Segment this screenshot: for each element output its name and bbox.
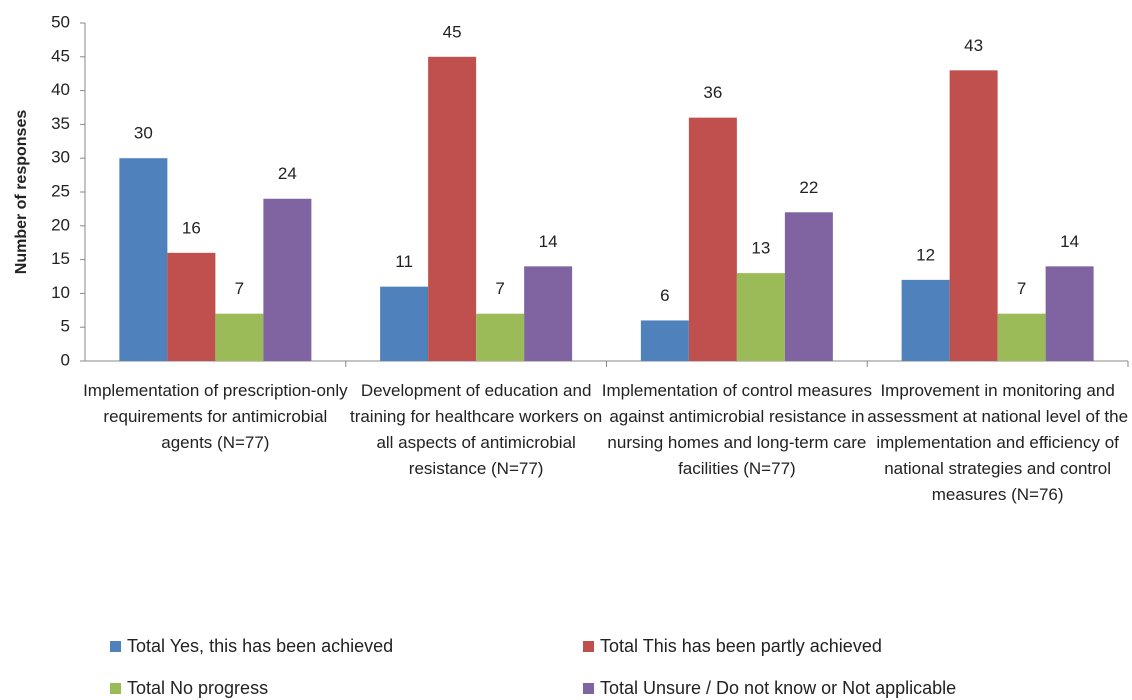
bar (997, 313, 1046, 361)
legend-item: Total This has been partly achieved (583, 636, 882, 657)
bar (736, 273, 785, 361)
bar (688, 117, 737, 361)
value-label: 7 (495, 279, 504, 298)
bar (640, 320, 689, 361)
y-tick-label: 50 (51, 12, 70, 31)
legend-label: Total Unsure / Do not know or Not applic… (600, 678, 957, 698)
y-tick-label: 0 (61, 350, 70, 369)
legend-swatch (583, 641, 594, 652)
bar (119, 158, 168, 361)
bar (380, 286, 429, 361)
x-tick-label: Development of education and training fo… (349, 381, 603, 478)
x-tick-label: Implementation of prescription-only requ… (83, 381, 348, 452)
x-tick-label: Implementation of control measures again… (601, 381, 872, 478)
legend-item: Total No progress (110, 678, 268, 699)
legend-label: Total No progress (127, 678, 269, 698)
legend-item: Total Unsure / Do not know or Not applic… (583, 678, 956, 699)
y-axis-label: Number of responses (13, 110, 30, 275)
bar (167, 252, 216, 361)
y-tick-label: 30 (51, 148, 70, 167)
legend-item: Total Yes, this has been achieved (110, 636, 393, 657)
value-label: 12 (916, 245, 935, 264)
value-label: 14 (539, 232, 558, 251)
bar (215, 313, 264, 361)
value-label: 16 (182, 218, 201, 237)
value-label: 30 (134, 124, 153, 143)
bar (784, 212, 833, 361)
bar (1045, 266, 1094, 361)
value-label: 45 (443, 22, 462, 41)
y-tick-label: 40 (51, 80, 70, 99)
value-label: 14 (1060, 232, 1079, 251)
y-tick-label: 5 (61, 317, 70, 336)
value-label: 7 (235, 279, 244, 298)
y-tick-label: 15 (51, 249, 70, 268)
value-label: 43 (964, 36, 983, 55)
legend-swatch (583, 683, 594, 694)
bar (901, 279, 950, 361)
value-label: 22 (799, 178, 818, 197)
bar (524, 266, 573, 361)
y-tick-label: 10 (51, 283, 70, 302)
bar (428, 56, 477, 362)
legend-label: Total Yes, this has been achieved (127, 636, 394, 656)
legend-label: Total This has been partly achieved (600, 636, 882, 656)
value-label: 24 (278, 164, 297, 183)
bar (263, 198, 312, 361)
legend-swatch (110, 641, 121, 652)
y-tick-label: 45 (51, 46, 70, 65)
legend-swatch (110, 683, 121, 694)
y-tick-label: 35 (51, 114, 70, 133)
value-label: 13 (751, 239, 770, 258)
value-label: 11 (395, 252, 413, 271)
value-label: 36 (703, 83, 722, 102)
y-tick-label: 20 (51, 215, 70, 234)
bar (949, 70, 998, 361)
y-tick-label: 25 (51, 181, 70, 200)
value-label: 6 (660, 286, 669, 305)
bar (476, 313, 525, 361)
value-label: 7 (1017, 279, 1026, 298)
x-tick-label: Improvement in monitoring and assessment… (867, 381, 1129, 504)
